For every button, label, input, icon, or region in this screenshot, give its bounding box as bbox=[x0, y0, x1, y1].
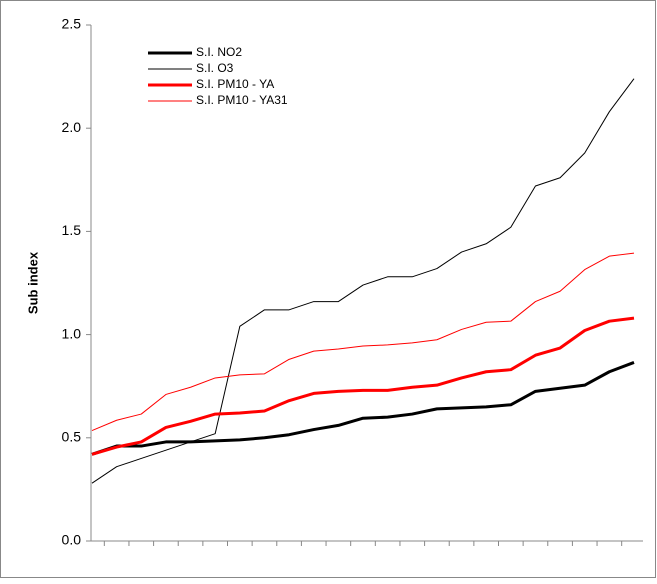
legend-label: S.I. O3 bbox=[196, 61, 234, 75]
legend-label: S.I. NO2 bbox=[196, 45, 242, 59]
y-tick-label: 1.0 bbox=[62, 325, 82, 341]
y-tick-label: 2.0 bbox=[62, 119, 82, 135]
y-tick-label: 0.0 bbox=[62, 532, 82, 548]
y-tick-label: 0.5 bbox=[62, 429, 82, 445]
y-tick-label: 2.5 bbox=[62, 16, 82, 32]
y-axis-label: Sub index bbox=[25, 251, 40, 314]
series-line bbox=[91, 78, 635, 484]
y-tick-label: 1.5 bbox=[62, 222, 82, 238]
series-line bbox=[91, 361, 635, 456]
legend-label: S.I. PM10 - YA bbox=[196, 77, 274, 91]
legend-label: S.I. PM10 - YA31 bbox=[196, 93, 288, 107]
series-line bbox=[91, 252, 635, 432]
series-line bbox=[91, 316, 635, 456]
